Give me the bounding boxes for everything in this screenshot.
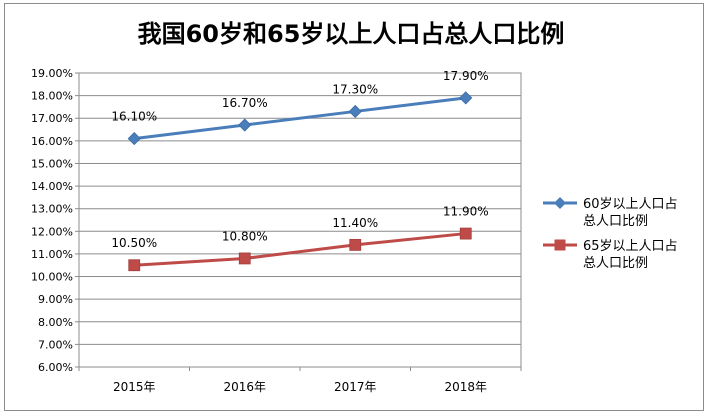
- y-tick-label: 7.00%: [38, 338, 73, 351]
- legend-marker-diamond: [554, 197, 566, 209]
- data-point-diamond: [459, 91, 473, 105]
- data-point-diamond: [238, 118, 252, 132]
- data-point-square: [238, 252, 251, 265]
- y-tick-label: 12.00%: [31, 225, 73, 238]
- x-tick-label: 2018年: [444, 380, 487, 394]
- series-line: [134, 96, 466, 141]
- legend-label: 60岁以上人口占: [583, 197, 678, 212]
- legend-marker-square: [554, 239, 566, 251]
- y-tick-label: 11.00%: [31, 248, 73, 261]
- y-tick-label: 10.00%: [31, 271, 73, 284]
- data-point-square: [349, 238, 362, 251]
- x-tick-label: 2016年: [223, 380, 266, 394]
- y-tick-label: 8.00%: [38, 316, 73, 329]
- data-label: 10.80%: [222, 229, 268, 243]
- chart-frame: 我国60岁和65岁以上人口占总人口比例 6.00% 7.00% 8.00% 9.00%…: [4, 3, 704, 411]
- y-tick-label: 9.00%: [38, 293, 73, 306]
- data-label: 16.10%: [111, 110, 157, 124]
- y-tick-label: 18.00%: [31, 90, 73, 103]
- data-point-diamond: [348, 104, 362, 119]
- data-label: 16.70%: [222, 96, 268, 110]
- data-point-diamond: [127, 132, 141, 146]
- x-tick-label: 2017年: [334, 380, 377, 394]
- y-tick-label: 6.00%: [38, 361, 73, 374]
- x-tick-label: 2015年: [113, 380, 156, 394]
- legend-label: 总人口比例: [583, 214, 648, 229]
- legend-label: 65岁以上人口占: [583, 239, 678, 254]
- data-label: 17.90%: [443, 69, 489, 83]
- series-line: [134, 232, 466, 267]
- y-tick-label: 16.00%: [31, 135, 73, 148]
- plot-area: [78, 72, 522, 368]
- chart-title: 我国60岁和65岁以上人口占总人口比例: [138, 20, 565, 48]
- data-label: 10.50%: [111, 236, 157, 250]
- data-label: 17.30%: [332, 82, 378, 96]
- data-point-square: [128, 259, 141, 272]
- y-tick-label: 13.00%: [31, 203, 73, 216]
- y-tick-label: 15.00%: [31, 157, 73, 170]
- y-tick-label: 19.00%: [31, 67, 73, 80]
- y-tick-label: 14.00%: [31, 180, 73, 193]
- data-label: 11.90%: [443, 205, 489, 219]
- data-label: 11.40%: [332, 216, 378, 230]
- legend-label: 总人口比例: [583, 256, 648, 271]
- y-tick-label: 17.00%: [31, 112, 73, 125]
- data-point-square: [459, 227, 472, 240]
- line-chart: 我国60岁和65岁以上人口占总人口比例 6.00% 7.00% 8.00% 9.00%…: [31, 20, 678, 394]
